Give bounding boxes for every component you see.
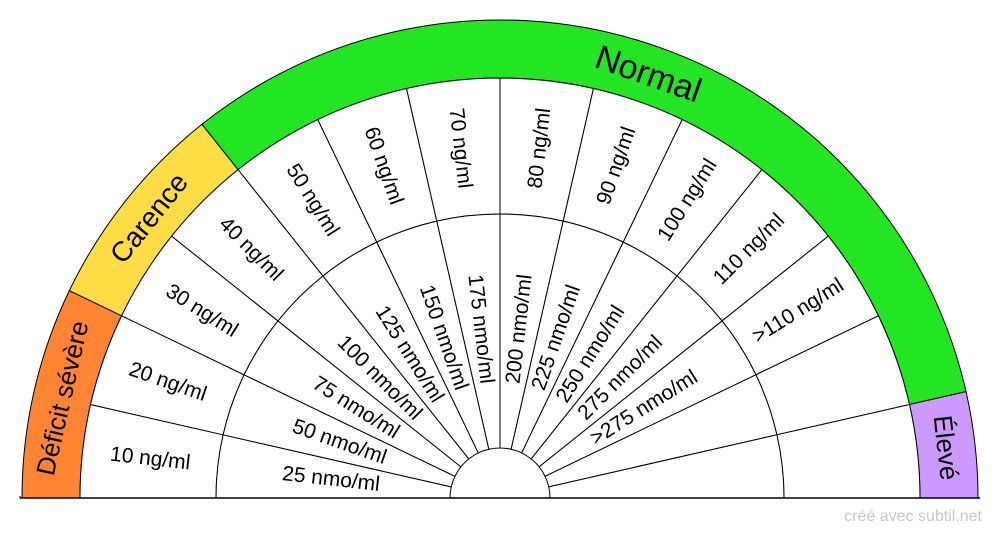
credit-text: créé avec subtil.net bbox=[844, 508, 982, 525]
sectors-layer bbox=[19, 77, 980, 499]
zone-label-eleve: Élevé bbox=[928, 414, 965, 482]
